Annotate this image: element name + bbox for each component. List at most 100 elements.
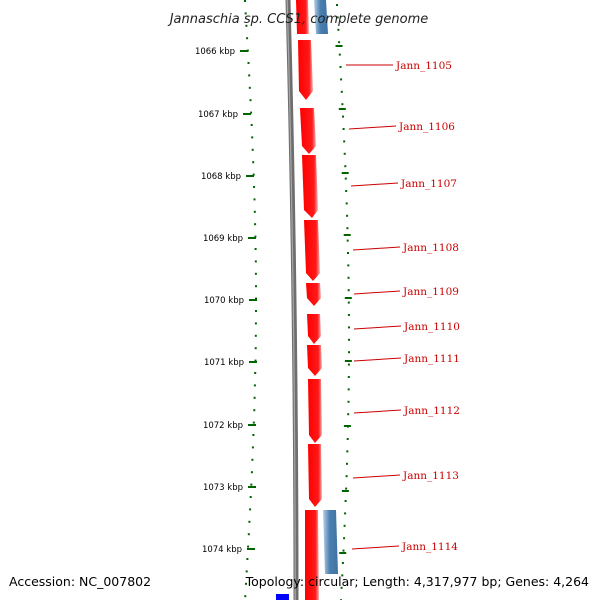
tick-dot xyxy=(347,413,350,416)
gene-leader-line xyxy=(353,325,402,330)
kbp-tick xyxy=(248,424,256,426)
kbp-label: 1074 kbp xyxy=(202,545,242,555)
tick-dot xyxy=(336,4,338,6)
tick-dot xyxy=(338,53,341,56)
gene-label[interactable]: Jann_1110 xyxy=(403,321,460,333)
tick-dot xyxy=(254,235,257,238)
forward-gene-jann-1108 xyxy=(304,220,320,281)
tick-dot xyxy=(346,462,348,465)
kbp-tick xyxy=(246,175,254,177)
tick-dot xyxy=(254,272,257,275)
tick-dot xyxy=(249,99,252,102)
gene-label[interactable]: Jann_1108 xyxy=(402,242,459,254)
tick-dot xyxy=(343,537,346,540)
tick-dot xyxy=(252,434,255,436)
gene-leader-line xyxy=(353,290,401,295)
tick-dot xyxy=(347,252,349,254)
gene-label[interactable]: Jann_1107 xyxy=(400,178,457,190)
tick-dot xyxy=(254,248,257,250)
kbp-tick xyxy=(249,299,257,301)
forward-gene-jann-1109 xyxy=(306,283,321,306)
forward-genes xyxy=(296,0,322,600)
gene-label[interactable]: Jann_1111 xyxy=(403,353,460,365)
left-tick-ring xyxy=(244,0,257,598)
tick-dot xyxy=(245,24,248,27)
tick-dot xyxy=(254,372,257,374)
gene-leader-line xyxy=(353,357,402,362)
genome-backbone-highlight xyxy=(286,0,296,600)
right-major-tick xyxy=(343,425,351,427)
kbp-tick xyxy=(248,237,256,239)
tick-dot xyxy=(345,487,348,490)
tick-dot xyxy=(254,322,257,325)
tick-dot xyxy=(346,239,349,242)
gene-labels: Jann_1105 Jann_1106 Jann_1107 Jann_1108 Jann… xyxy=(346,60,460,553)
tick-dot xyxy=(342,549,345,552)
tick-dot xyxy=(347,314,350,316)
tick-dot xyxy=(247,533,250,536)
tick-dot xyxy=(344,500,347,502)
tick-dot xyxy=(337,28,340,31)
tick-dot xyxy=(348,326,350,329)
kbp-label: 1066 kbp xyxy=(195,47,235,57)
kbp-tick xyxy=(247,548,255,550)
tick-dot xyxy=(347,301,350,304)
gene-leader-line xyxy=(350,182,399,187)
kbp-tick xyxy=(240,50,248,52)
tick-dot xyxy=(341,562,344,564)
tick-dot xyxy=(253,409,256,412)
tick-dot xyxy=(347,388,350,391)
kbp-label: 1067 kbp xyxy=(198,110,238,120)
tick-dot xyxy=(254,347,257,350)
tick-dot xyxy=(348,351,350,354)
tick-dot xyxy=(254,223,257,226)
tick-dot xyxy=(346,214,349,217)
gene-leader-line xyxy=(351,545,400,550)
right-major-tick xyxy=(338,108,346,110)
tick-dot xyxy=(340,78,343,81)
tick-dot xyxy=(338,41,341,44)
gene-label[interactable]: Jann_1105 xyxy=(395,60,452,72)
gene-label[interactable]: Jann_1109 xyxy=(402,286,459,298)
tick-dot xyxy=(336,16,339,19)
tick-dot xyxy=(248,74,251,77)
gene-label[interactable]: Jann_1112 xyxy=(403,405,460,417)
forward-gene-jann-1113 xyxy=(308,444,322,507)
tick-dot xyxy=(253,210,256,213)
tick-dot xyxy=(255,297,257,300)
tick-dot xyxy=(249,508,252,511)
forward-gene-jann-1111 xyxy=(307,345,322,376)
gene-label[interactable]: Jann_1106 xyxy=(398,121,455,133)
tick-dot xyxy=(254,359,257,362)
tick-dot xyxy=(342,115,344,118)
tick-dot xyxy=(345,202,348,205)
tick-dot xyxy=(253,384,256,387)
gene-label[interactable]: Jann_1113 xyxy=(402,470,459,482)
forward-gene-jann-1107 xyxy=(302,155,318,218)
kbp-label: 1072 kbp xyxy=(203,421,243,431)
tick-dot xyxy=(253,198,256,201)
tick-dot xyxy=(345,475,348,478)
kbp-label: 1073 kbp xyxy=(203,483,243,493)
tick-dot xyxy=(251,458,254,461)
gene-leader-line xyxy=(352,246,401,251)
tick-dot xyxy=(251,136,254,139)
tick-dot xyxy=(253,186,256,188)
tick-dot xyxy=(246,37,249,40)
forward-gene-jann-1110 xyxy=(307,314,321,344)
accession-label: Accession: NC_007802 xyxy=(9,574,151,589)
right-major-tick xyxy=(344,360,352,362)
tick-dot xyxy=(252,173,255,176)
tick-dot xyxy=(344,165,347,168)
tick-dot xyxy=(248,520,251,523)
tick-dot xyxy=(251,148,254,151)
right-major-tick xyxy=(341,490,349,492)
tick-dot xyxy=(346,227,349,230)
tick-dot xyxy=(341,574,344,577)
tick-dot xyxy=(345,190,348,192)
tick-dot xyxy=(348,338,350,341)
tick-dot xyxy=(343,140,346,143)
kbp-label: 1068 kbp xyxy=(201,172,241,182)
gene-label[interactable]: Jann_1114 xyxy=(401,541,458,553)
